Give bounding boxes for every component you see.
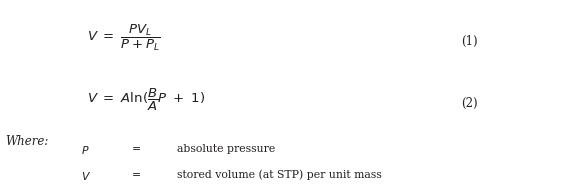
Text: (1): (1) <box>461 35 478 48</box>
Text: =: = <box>132 144 141 154</box>
Text: $\mathbf{\mathit{V}}\ =\ \dfrac{\mathbf{\mathit{P}}\mathbf{\mathit{V_L}}}{\mathb: $\mathbf{\mathit{V}}\ =\ \dfrac{\mathbf{… <box>87 23 161 53</box>
Text: $\mathit{V}$: $\mathit{V}$ <box>81 170 92 182</box>
Text: $\mathit{P}$: $\mathit{P}$ <box>81 144 90 156</box>
Text: (2): (2) <box>461 96 478 109</box>
Text: Where:: Where: <box>6 135 49 148</box>
Text: $\mathbf{\mathit{V}}\ =\ \mathbf{\mathit{A}}\ln(\dfrac{\mathbf{\mathit{B}}}{\mat: $\mathbf{\mathit{V}}\ =\ \mathbf{\mathit… <box>87 87 205 113</box>
Text: absolute pressure: absolute pressure <box>177 144 275 154</box>
Text: stored volume (at STP) per unit mass: stored volume (at STP) per unit mass <box>177 170 382 180</box>
Text: =: = <box>132 170 141 180</box>
